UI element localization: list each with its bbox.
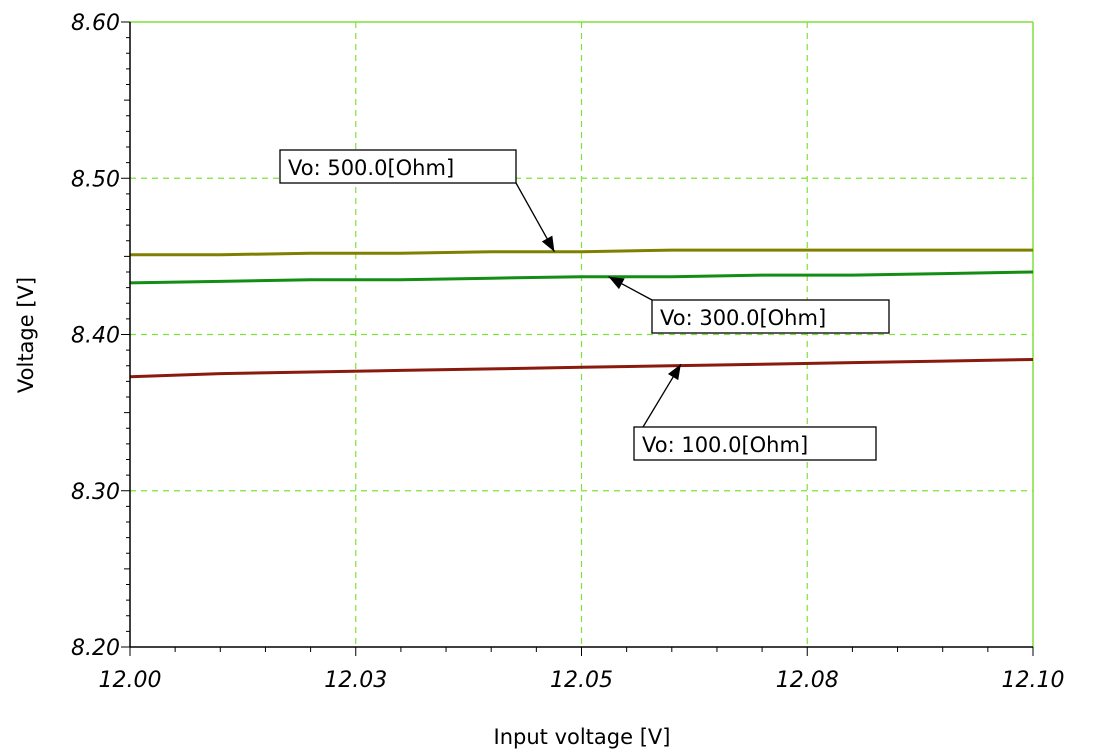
y-tick-label: 8.30 [71,480,120,505]
x-tick-label: 12.08 [776,668,839,693]
x-tick-label: 12.05 [550,668,613,693]
series-line [130,248,1033,257]
tick-labels: 8.20 8.30 8.40 8.50 8.60 12.00 12.03 12.05 12.08… [71,11,1064,693]
annotation-box [279,149,517,184]
y-tick-label: 8.40 [71,324,120,349]
annotation-arrowhead [541,235,555,252]
axes [129,22,1033,648]
minor-ticks [121,21,1034,656]
x-axis-title: Input voltage [V] [494,725,671,749]
series-line [129,358,1034,379]
x-tick-label: 12.10 [1002,668,1065,693]
series-line [129,270,1034,285]
y-axis-title: Voltage [V] [14,277,38,393]
series-lines [129,248,1034,379]
x-tick-label: 12.00 [99,668,162,693]
y-tick-label: 8.50 [71,167,120,192]
grid [130,21,1034,647]
annotations: Vo: 500.0[Ohm] Vo: 300.0[Ohm] Vo: 100.0[Oh… [279,149,890,461]
x-tick-label: 12.03 [324,668,387,693]
annotation-label: Vo: 500.0[Ohm] [288,156,454,180]
y-tick-label: 8.20 [71,636,120,661]
annotation-arrowhead [667,364,681,381]
annotation-label: Vo: 300.0[Ohm] [660,306,826,330]
annotation-box [633,426,877,461]
annotation-arrowhead [608,276,625,290]
annotation-box [651,299,890,334]
annotation-label: Vo: 100.0[Ohm] [642,433,808,457]
y-tick-label: 8.60 [71,11,120,36]
